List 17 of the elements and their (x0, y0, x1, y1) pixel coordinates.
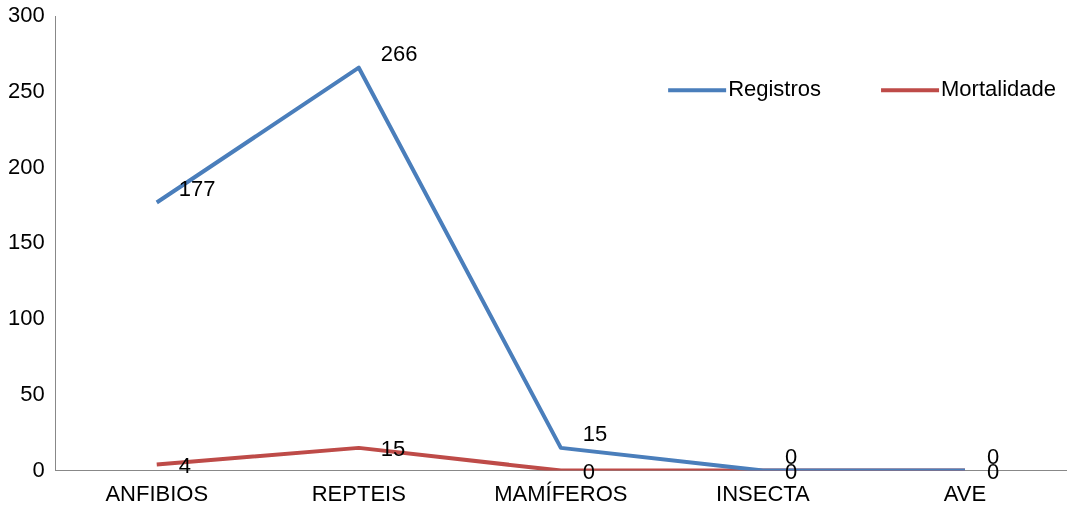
y-tick-label: 50 (20, 380, 45, 406)
data-label: 177 (178, 175, 216, 201)
x-tick-label: ANFIBIOS (105, 480, 209, 506)
x-tick-label: AVE (943, 480, 987, 506)
x-tick-label: REPTEIS (311, 480, 406, 506)
legend-label: Mortalidade (941, 76, 1056, 102)
data-label: 266 (380, 40, 418, 66)
y-tick-label: 300 (7, 2, 45, 28)
legend-label: Registros (728, 76, 822, 102)
y-tick-label: 250 (7, 78, 45, 103)
y-tick-label: 150 (7, 229, 45, 255)
y-tick-label: 0 (32, 456, 45, 482)
data-label: 15 (582, 420, 608, 446)
y-tick-label: 100 (7, 305, 45, 331)
x-tick-label: MAMÍFEROS (494, 480, 628, 506)
x-tick-label: INSECTA (716, 480, 811, 506)
y-tick-label: 200 (7, 153, 45, 179)
